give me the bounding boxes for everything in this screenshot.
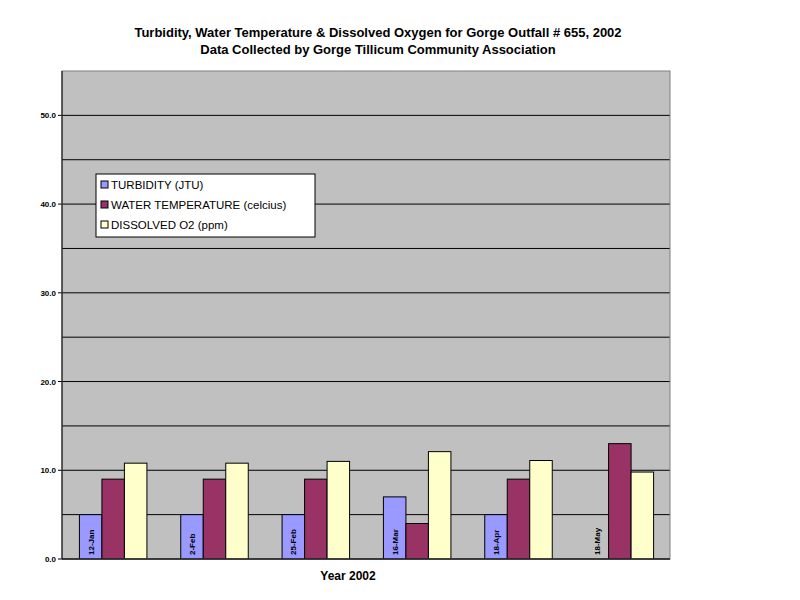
y-axis (62, 71, 63, 559)
minor-grid-line (62, 248, 670, 249)
legend-label: DISSOLVED O2 (ppm) (111, 219, 228, 231)
y-tick-label: 50.0 (40, 111, 56, 120)
bar (226, 463, 249, 559)
y-tick-label: 30.0 (40, 289, 56, 298)
legend-label: WATER TEMPERATURE (celcius) (111, 199, 286, 211)
x-tick-label: 18-Apr (492, 530, 501, 555)
minor-grid-line (62, 159, 670, 160)
y-tick (58, 115, 62, 116)
bar (609, 444, 632, 559)
bar (383, 497, 406, 559)
title: Turbidity, Water Temperature & Dissolved… (134, 25, 621, 40)
x-tick-label: 25-Feb (289, 529, 298, 555)
bar (631, 472, 654, 559)
bar (485, 515, 508, 559)
y-tick (58, 204, 62, 205)
minor-grid-line (62, 425, 670, 426)
minor-grid-line (62, 514, 670, 515)
plot-frame (62, 71, 670, 559)
bar (327, 461, 350, 559)
y-tick-label: 40.0 (40, 200, 56, 209)
y-tick (58, 470, 62, 471)
minor-grid-line (62, 337, 670, 338)
bars (79, 444, 653, 559)
bar (102, 479, 125, 559)
y-tick-label: 20.0 (40, 378, 56, 387)
bar (305, 479, 328, 559)
grid-line (62, 559, 670, 560)
grid-line (62, 292, 670, 293)
legend-label: TURBIDITY (JTU) (111, 179, 204, 191)
legend-swatch (101, 221, 108, 228)
y-tick (58, 292, 62, 293)
y-tick-label: 0.0 (45, 555, 57, 564)
bar (282, 515, 305, 559)
grid-line (62, 470, 670, 471)
bar (124, 463, 146, 559)
bar (530, 461, 553, 559)
bar (181, 515, 204, 559)
bar (406, 524, 429, 559)
background (0, 0, 800, 600)
legend: TURBIDITY (JTU) WATER TEMPERATURE (celciu… (96, 174, 315, 237)
legend-box (96, 174, 315, 237)
y-tick (58, 559, 62, 560)
x-axis (62, 559, 670, 560)
bar (428, 452, 451, 559)
bar (79, 515, 102, 559)
bar (507, 479, 530, 559)
x-tick-label: 16-Mar (391, 529, 400, 555)
x-tick-label: 2-Feb (188, 534, 197, 555)
bar (203, 479, 226, 559)
legend-swatch (101, 181, 108, 188)
y-tick (58, 381, 62, 382)
y-tick-label: 10.0 (40, 466, 56, 475)
chart: Turbidity, Water Temperature & Dissolved… (0, 0, 800, 600)
plot-area (62, 71, 670, 559)
x-axis-label: Year 2002 (320, 569, 376, 583)
x-tick-label: 12-Jan (87, 530, 96, 555)
grid-line (62, 381, 670, 382)
grid-line (62, 115, 670, 116)
x-tick-label: 18-May (593, 527, 602, 555)
legend-swatch (101, 201, 108, 208)
subtitle: Data Collected by Gorge Tillicum Communi… (200, 42, 555, 57)
